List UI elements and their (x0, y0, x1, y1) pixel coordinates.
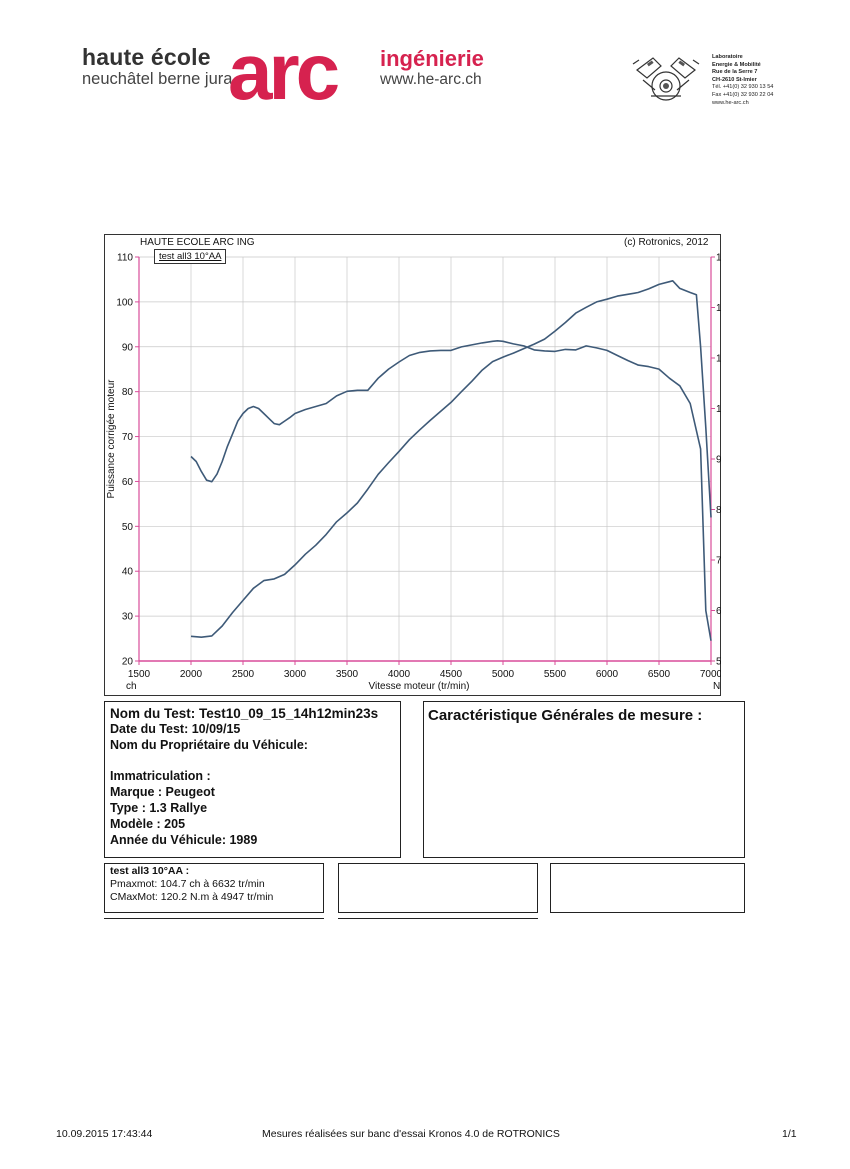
characteristics-title: Caractéristique Générales de mesure : (428, 707, 703, 724)
lab-line: CH-2610 St-Imier (712, 76, 757, 83)
chart-header-right: (c) Rotronics, 2012 (624, 237, 709, 248)
y-right-tick-label: 50 (716, 657, 721, 668)
y-right-tick-label: 60 (716, 606, 721, 617)
x-tick-label: 3500 (336, 669, 359, 680)
vehicle-type: Type : 1.3 Rallye (110, 801, 208, 815)
vehicle-year: Année du Véhicule: 1989 (110, 833, 258, 847)
x-tick-label: 7000 (700, 669, 721, 680)
right-unit-label: N.m (713, 681, 721, 692)
empty-results-box (550, 863, 745, 913)
y-right-tick-label: 100 (716, 404, 721, 415)
y-left-tick-label: 60 (122, 477, 134, 488)
lab-line: Rue de la Serre 7 (712, 69, 758, 76)
arc-logo: arc (228, 27, 340, 116)
y-left-tick-label: 100 (116, 297, 133, 308)
y-left-tick-label: 110 (117, 253, 133, 264)
x-tick-label: 1500 (128, 669, 151, 680)
lab-line: Fax +41(0) 32 930 22 04 (712, 91, 774, 98)
vehicle-owner: Nom du Propriétaire du Véhicule: (110, 738, 308, 752)
y-left-tick-label: 70 (122, 432, 134, 443)
school-name: haute école (82, 44, 211, 70)
page-number: 1/1 (782, 1128, 797, 1140)
print-datetime: 10.09.2015 17:43:44 (56, 1128, 153, 1140)
chart-header-left: HAUTE ECOLE ARC ING (140, 237, 255, 248)
x-tick-label: 6500 (648, 669, 671, 680)
x-tick-label: 6000 (596, 669, 619, 680)
legend-label: test all3 10°AA (159, 251, 222, 262)
x-tick-label: 5500 (544, 669, 567, 680)
x-tick-label: 4000 (388, 669, 411, 680)
y-left-tick-label: 20 (122, 657, 134, 668)
x-tick-label: 2000 (180, 669, 203, 680)
x-tick-label: 3000 (284, 669, 307, 680)
vehicle-model: Modèle : 205 (110, 817, 186, 831)
y-right-tick-label: 110 (716, 354, 721, 365)
results-box (104, 863, 324, 913)
left-unit-label: ch (126, 681, 137, 692)
website: www.he-arc.ch (380, 71, 482, 88)
y-left-tick-label: 90 (122, 342, 134, 353)
lab-line: Tél. +41(0) 32 930 13 54 (712, 84, 774, 91)
x-tick-label: 4500 (440, 669, 463, 680)
chart-legend: test all3 10°AA (154, 249, 227, 264)
test-date: Date du Test: 10/09/15 (110, 722, 241, 736)
y-left-tick-label: 50 (122, 522, 134, 533)
x-axis-label: Vitesse moteur (tr/min) (369, 681, 470, 692)
lab-line: Energie & Mobilité (712, 61, 761, 68)
vehicle-registration: Immatriculation : (110, 769, 211, 783)
lab-address: Laboratoire Energie & Mobilité Rue de la… (712, 54, 773, 107)
max-power: Pmaxmot: 104.7 ch à 6632 tr/min (110, 878, 265, 890)
y-right-tick-label: 90 (716, 455, 721, 466)
test-info-box (104, 701, 401, 858)
lab-line: www.he-arc.ch (712, 99, 749, 106)
y-left-tick-label: 40 (122, 567, 134, 578)
y-left-axis-label: Puissance corrigée moteur (106, 379, 117, 499)
chart-frame (104, 234, 721, 696)
x-tick-label: 5000 (492, 669, 515, 680)
vehicle-brand: Marque : Peugeot (110, 785, 215, 799)
school-region: neuchâtel berne jura (82, 70, 233, 88)
results-title: test all3 10°AA : (110, 865, 190, 877)
results-underline (104, 918, 324, 919)
empty-results-underline (338, 918, 538, 919)
test-name: Nom du Test: Test10_09_15_14h12min23s (110, 706, 379, 721)
characteristics-box (423, 701, 745, 858)
department-name: ingénierie (380, 46, 484, 71)
lab-line: Laboratoire (712, 54, 743, 60)
y-right-tick-label: 120 (716, 303, 721, 314)
torque-curve (190, 340, 712, 641)
max-torque: CMaxMot: 120.2 N.m à 4947 tr/min (110, 891, 274, 903)
dyno-chart: 1500 2000 2500 3000 3500 4000 4500 5000 5500 6000… (106, 253, 721, 693)
empty-results-box (338, 863, 538, 913)
y-left-tick-label: 80 (122, 387, 134, 398)
x-tick-label: 2500 (232, 669, 255, 680)
footer-note: Mesures réalisées sur banc d'essai Krono… (262, 1128, 560, 1140)
power-curve (190, 280, 712, 638)
y-right-tick-label: 80 (716, 505, 721, 516)
engine-icon (632, 57, 700, 101)
y-right-tick-label: 70 (716, 556, 721, 567)
y-right-tick-label: 130 (716, 253, 721, 264)
y-left-tick-label: 30 (122, 612, 134, 623)
